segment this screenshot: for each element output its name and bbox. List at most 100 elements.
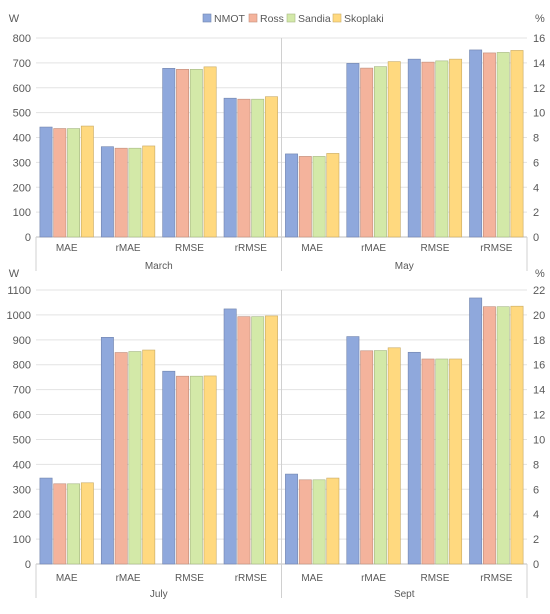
- bar-may-rmse-sandia: [435, 60, 449, 238]
- bar-may-mae-ross: [298, 156, 312, 238]
- bar-sept-mae-ross: [298, 479, 312, 565]
- bar-may-mae-skoplaki: [326, 153, 340, 238]
- x-category-label: RMSE: [420, 243, 449, 254]
- y-tick-left: 600: [13, 410, 31, 422]
- x-category-label: rMAE: [116, 573, 141, 584]
- right-unit-label: %: [535, 268, 545, 280]
- x-category-label: rRMSE: [235, 573, 268, 584]
- bar-march-rmse-nmot: [162, 68, 176, 238]
- bar-march-rrmse-skoplaki: [265, 96, 278, 238]
- bar-july-rmse-nmot: [162, 370, 176, 565]
- x-category-label: RMSE: [420, 573, 449, 584]
- y-tick-right: 16: [533, 33, 545, 45]
- x-category-label: MAE: [56, 573, 78, 584]
- bar-march-rmae-ross: [114, 147, 128, 238]
- bar-july-rmae-ross: [114, 352, 128, 565]
- bar-july-rmse-skoplaki: [203, 375, 217, 565]
- bar-july-rmae-skoplaki: [142, 349, 156, 565]
- bar-july-rrmse-skoplaki: [265, 315, 278, 565]
- bar-july-rmse-ross: [176, 375, 189, 565]
- bar-march-mae-sandia: [67, 128, 81, 238]
- bar-july-rmae-nmot: [100, 337, 114, 565]
- period-label-march: March: [145, 261, 173, 272]
- legend-swatch-ross: [248, 13, 258, 23]
- y-tick-left: 800: [13, 33, 31, 45]
- legend-label-nmot: NMOT: [214, 13, 245, 25]
- x-category-label: rMAE: [116, 243, 141, 254]
- right-unit-label: %: [535, 13, 545, 25]
- bar-july-rrmse-sandia: [251, 316, 265, 565]
- bar-may-rrmse-ross: [482, 52, 496, 238]
- chart-legend: NMOT Ross Sandia Skoplaki: [202, 13, 384, 25]
- x-category-label: MAE: [56, 243, 78, 254]
- bar-may-rmse-ross: [421, 61, 435, 238]
- y-tick-left: 900: [13, 335, 31, 347]
- bar-may-rrmse-skoplaki: [510, 50, 524, 238]
- bar-march-rmae-nmot: [100, 146, 114, 238]
- bar-sept-rrmse-ross: [482, 306, 496, 565]
- bar-may-rrmse-sandia: [496, 52, 510, 238]
- legend-swatch-skoplaki: [332, 13, 342, 23]
- legend-swatch-sandia: [286, 13, 296, 23]
- y-tick-left: 1000: [7, 310, 31, 322]
- legend-label-ross: Ross: [260, 13, 284, 25]
- y-tick-right: 4: [533, 182, 539, 194]
- y-tick-right: 6: [533, 484, 539, 496]
- bar-sept-rrmse-sandia: [496, 306, 510, 565]
- y-tick-right: 2: [533, 207, 539, 219]
- y-tick-left: 1100: [7, 285, 31, 297]
- bar-sept-rmae-sandia: [374, 350, 387, 565]
- bar-sept-mae-skoplaki: [326, 477, 340, 565]
- bar-march-rmae-sandia: [128, 147, 142, 238]
- bar-may-rmae-ross: [360, 67, 374, 238]
- bar-sept-rmae-nmot: [346, 336, 360, 565]
- bar-sept-rmse-nmot: [407, 351, 421, 565]
- period-label-sept: Sept: [394, 589, 415, 600]
- bar-july-rmse-sandia: [189, 375, 203, 565]
- bar-may-rmse-nmot: [407, 58, 421, 238]
- y-tick-left: 600: [13, 83, 31, 95]
- legend-swatch-nmot: [202, 13, 212, 23]
- y-tick-right: 14: [533, 58, 545, 70]
- legend-label-sandia: Sandia: [298, 13, 331, 25]
- bar-sept-rmae-skoplaki: [387, 347, 401, 565]
- y-tick-left: 200: [13, 509, 31, 521]
- bar-march-rmse-sandia: [189, 69, 203, 238]
- bar-july-mae-skoplaki: [80, 482, 94, 565]
- x-category-label: rRMSE: [235, 243, 268, 254]
- y-tick-right: 8: [533, 459, 539, 471]
- chart-bottom: 0 100 200 300 400 500 600 700 800 900 1000 1100 0 2 4 6…: [7, 268, 546, 600]
- y-tick-right: 0: [533, 559, 539, 571]
- bar-july-rrmse-ross: [237, 316, 251, 565]
- x-category-label: rMAE: [361, 243, 386, 254]
- bar-july-rmae-sandia: [128, 351, 142, 565]
- legend-label-skoplaki: Skoplaki: [344, 13, 384, 25]
- bar-march-rrmse-nmot: [223, 97, 237, 238]
- chart-top: 0 100 200 300 400 500 600 700 800 0 2 4 6 8 10 12 14 16 W%…: [9, 13, 545, 272]
- y-tick-left: 400: [13, 459, 31, 471]
- bar-may-rmae-nmot: [346, 63, 360, 238]
- bar-march-rrmse-ross: [237, 98, 251, 238]
- y-tick-left: 100: [13, 207, 31, 219]
- bar-may-rrmse-nmot: [469, 49, 483, 238]
- x-category-label: MAE: [301, 243, 323, 254]
- left-unit-label: W: [9, 268, 20, 280]
- y-tick-right: 20: [533, 310, 545, 322]
- y-tick-right: 14: [533, 385, 545, 397]
- y-tick-right: 16: [533, 360, 545, 372]
- bar-march-mae-nmot: [39, 126, 53, 238]
- bar-may-mae-sandia: [312, 156, 326, 238]
- y-tick-right: 6: [533, 157, 539, 169]
- bar-march-rmse-ross: [176, 69, 189, 238]
- bar-july-mae-nmot: [39, 477, 53, 565]
- y-tick-left: 100: [13, 534, 31, 546]
- y-tick-left: 0: [25, 232, 31, 244]
- bar-march-rrmse-sandia: [251, 98, 265, 238]
- bar-sept-rmae-ross: [360, 350, 374, 565]
- bar-sept-rmse-ross: [421, 358, 435, 565]
- x-category-label: rMAE: [361, 573, 386, 584]
- y-tick-right: 12: [533, 83, 545, 95]
- bar-may-rmae-sandia: [374, 66, 387, 238]
- y-tick-left: 300: [13, 157, 31, 169]
